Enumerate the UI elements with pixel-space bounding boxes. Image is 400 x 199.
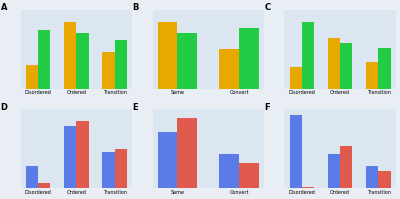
Bar (177, 118, 197, 188)
Bar (38, 30, 50, 89)
Bar (76, 33, 88, 89)
Bar (115, 40, 127, 89)
Bar (26, 166, 38, 188)
Text: D: D (0, 103, 8, 112)
Bar (38, 183, 50, 188)
Bar (239, 163, 259, 188)
Bar (158, 22, 177, 89)
Bar (177, 33, 197, 89)
Text: A: A (0, 3, 7, 12)
Bar (366, 62, 378, 89)
Text: E: E (132, 103, 138, 112)
Text: B: B (132, 3, 139, 12)
Bar (340, 146, 352, 188)
Bar (26, 64, 38, 89)
Bar (302, 22, 314, 89)
Bar (64, 126, 76, 188)
Bar (239, 28, 259, 89)
Bar (102, 152, 115, 188)
Bar (366, 166, 378, 188)
Bar (102, 52, 115, 89)
Bar (340, 43, 352, 89)
Bar (378, 172, 391, 188)
Bar (378, 48, 391, 89)
Text: C: C (264, 3, 270, 12)
Bar (328, 38, 340, 89)
Bar (290, 67, 302, 89)
Text: F: F (264, 103, 270, 112)
Bar (328, 154, 340, 188)
Bar (76, 121, 88, 188)
Bar (158, 132, 177, 188)
Bar (302, 187, 314, 188)
Bar (219, 49, 239, 89)
Bar (64, 22, 76, 89)
Bar (115, 149, 127, 188)
Bar (219, 154, 239, 188)
Bar (290, 115, 302, 188)
